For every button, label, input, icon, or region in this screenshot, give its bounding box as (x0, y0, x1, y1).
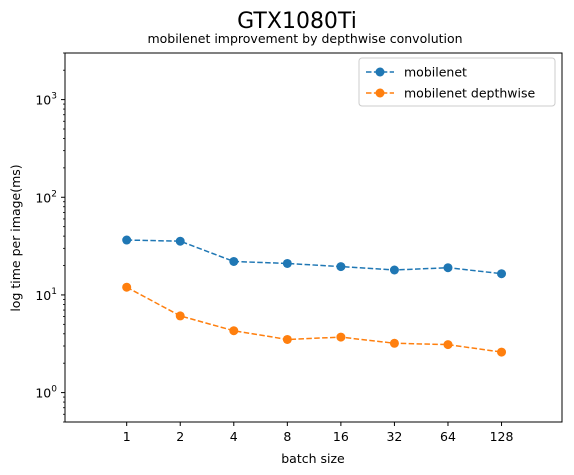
data-point (175, 311, 185, 321)
chart-title: GTX1080Ti (237, 9, 357, 34)
data-point (443, 263, 453, 273)
x-tick-label: 8 (283, 429, 291, 444)
x-tick-label: 64 (440, 429, 456, 444)
y-tick-label: 100 (35, 385, 57, 401)
x-tick-label: 4 (230, 429, 238, 444)
legend-label: mobilenet depthwise (404, 86, 535, 101)
legend-label: mobilenet (404, 65, 467, 80)
data-point (282, 258, 292, 268)
data-point (122, 235, 132, 245)
x-tick-label: 2 (176, 429, 184, 444)
x-tick-label: 32 (386, 429, 402, 444)
data-point (497, 347, 507, 357)
legend: mobilenet mobilenet depthwise (358, 57, 556, 107)
legend-box (358, 57, 556, 107)
legend-marker (375, 67, 385, 77)
legend-marker (375, 88, 385, 98)
chart-subtitle: mobilenet improvement by depthwise convo… (147, 31, 462, 46)
data-point (122, 282, 132, 292)
y-tick-label: 102 (35, 189, 57, 205)
y-tick-label: 103 (35, 92, 57, 108)
x-axis-label: batch size (281, 451, 345, 466)
x-tick-label: 128 (490, 429, 514, 444)
data-point (229, 326, 239, 336)
data-point (175, 236, 185, 246)
series-line-1 (126, 239, 502, 275)
data-point (389, 338, 399, 348)
data-point (443, 340, 453, 350)
x-tick-label: 1 (123, 429, 131, 444)
data-point (229, 256, 239, 266)
data-point (282, 334, 292, 344)
data-point (497, 269, 507, 279)
data-point (389, 265, 399, 275)
data-point (336, 332, 346, 342)
data-point (336, 262, 346, 272)
plot-frame (64, 52, 563, 423)
y-axis-label: log time per image(ms) (8, 164, 23, 311)
x-tick-label: 16 (333, 429, 349, 444)
y-tick-label: 101 (35, 287, 57, 303)
